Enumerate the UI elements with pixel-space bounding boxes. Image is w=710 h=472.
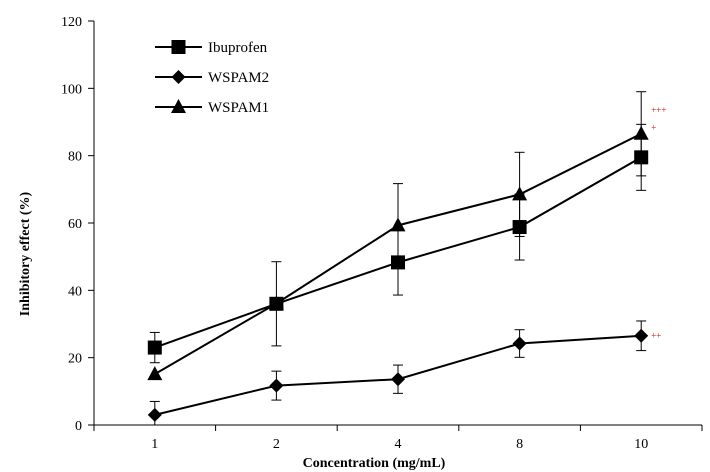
x-tick-label: 8	[516, 437, 523, 452]
axes: 0 20 40 60 80 100 120 1 2 4 8 10	[61, 15, 703, 452]
data-point-triangle	[147, 366, 163, 381]
legend-label: WSPAM1	[208, 100, 269, 116]
series-wspam1	[147, 91, 649, 381]
data-point-diamond	[269, 378, 284, 393]
y-tick-label: 120	[61, 15, 82, 30]
significance-mark: ++	[651, 330, 661, 340]
legend-item: Ibuprofen	[155, 40, 268, 56]
y-tick-label: 0	[75, 419, 82, 434]
y-axis-title: Inhibitory effect (%)	[18, 191, 33, 316]
series-wspam2	[147, 320, 649, 426]
y-tick-label: 40	[68, 284, 82, 299]
significance-mark: +++	[651, 105, 666, 115]
legend-item: WSPAM2	[155, 70, 269, 86]
data-point-diamond	[171, 70, 186, 84]
legend-label: Ibuprofen	[208, 40, 268, 56]
y-tick-label: 20	[68, 352, 82, 367]
data-point-triangle	[390, 217, 406, 232]
legend: Ibuprofen WSPAM2 WSPAM1	[155, 40, 269, 116]
data-point-triangle	[268, 295, 284, 310]
x-tick-label: 4	[395, 437, 402, 452]
legend-label: WSPAM2	[208, 70, 269, 86]
data-point-triangle	[512, 186, 528, 201]
x-tick-label: 1	[151, 437, 158, 452]
data-point-square	[171, 40, 186, 54]
y-tick-label: 60	[68, 217, 82, 232]
y-tick-label: 100	[61, 82, 82, 97]
data-point-diamond	[391, 372, 405, 387]
data-point-triangle	[633, 125, 649, 140]
annotation-layer: ++++++	[651, 105, 666, 340]
x-axis-title: Concentration (mg/mL)	[303, 456, 446, 471]
x-tick-label: 10	[634, 437, 648, 452]
data-point-diamond	[147, 407, 162, 422]
series-layer	[147, 91, 649, 426]
significance-mark: +	[651, 123, 656, 133]
legend-item: WSPAM1	[155, 99, 269, 116]
y-tick-label: 80	[68, 150, 82, 165]
data-point-diamond	[634, 328, 649, 343]
x-tick-label: 2	[273, 437, 280, 452]
data-point-diamond	[512, 336, 527, 351]
data-point-triangle	[171, 99, 186, 113]
data-point-square	[147, 340, 162, 355]
